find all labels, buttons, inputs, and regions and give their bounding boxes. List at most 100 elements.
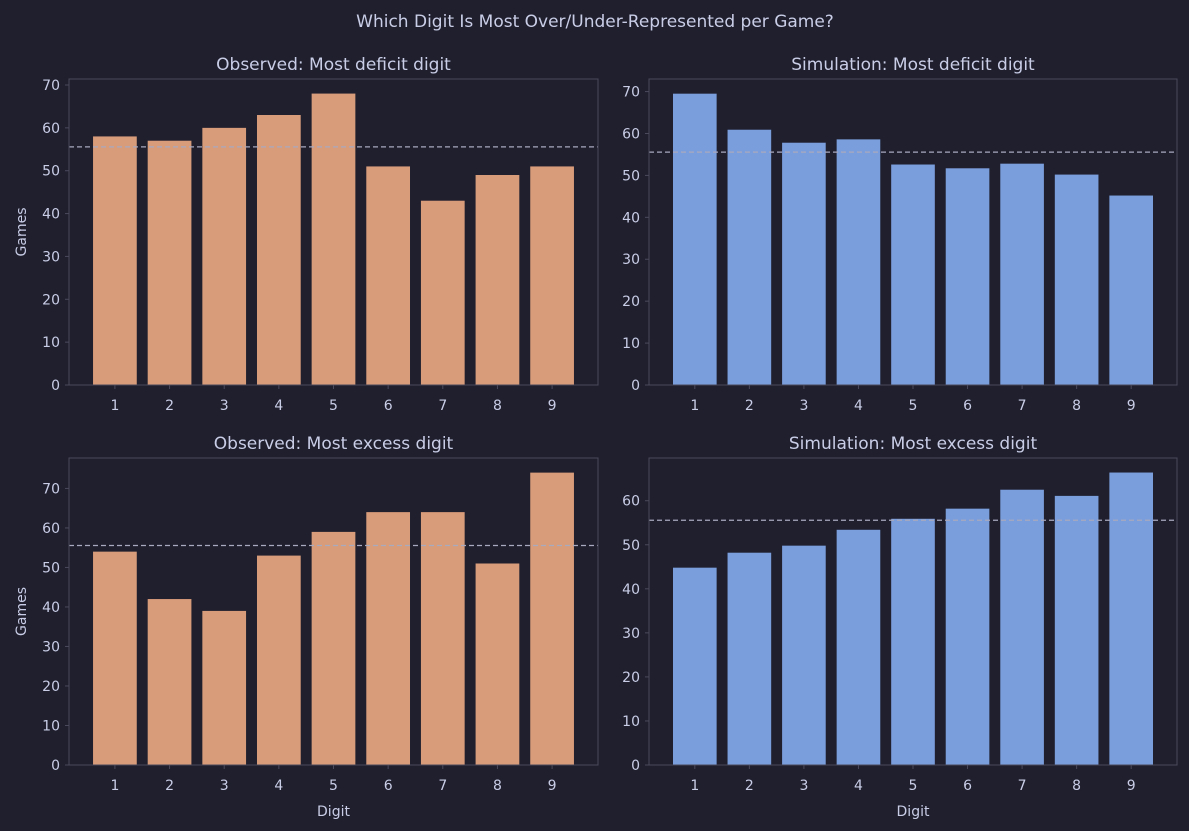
subplot-title: Simulation: Most deficit digit [791, 55, 1035, 75]
subplot-title: Simulation: Most excess digit [789, 434, 1038, 454]
x-tick-label: 8 [493, 778, 502, 794]
axes-frame [68, 457, 599, 766]
y-tick-label: 40 [42, 207, 60, 223]
bar-digit-4 [256, 555, 301, 765]
bar-digit-5 [311, 531, 356, 765]
y-tick-label: 70 [42, 481, 60, 497]
x-tick-label: 4 [274, 398, 283, 414]
bar-digit-9 [530, 166, 574, 385]
y-tick-label: 50 [42, 560, 60, 576]
bar-digit-8 [1054, 174, 1099, 385]
x-tick-label: 1 [690, 778, 699, 794]
x-tick-label: 4 [854, 398, 863, 414]
x-tick-label: 5 [329, 398, 338, 414]
y-tick-label: 70 [42, 78, 60, 94]
bar-digit-6 [366, 166, 411, 385]
x-tick-label: 9 [1127, 398, 1136, 414]
x-tick-label: 2 [745, 778, 754, 794]
bar-digit-2 [727, 552, 772, 765]
y-tick-label: 10 [622, 336, 640, 352]
y-tick-label: 30 [622, 626, 640, 642]
y-tick-label: 0 [631, 758, 640, 774]
x-tick-label: 3 [799, 778, 808, 794]
x-tick-label: 5 [329, 778, 338, 794]
y-tick-label: 40 [42, 600, 60, 616]
bar-digit-6 [945, 508, 990, 765]
bar-digit-7 [420, 512, 465, 765]
y-tick-label: 20 [622, 670, 640, 686]
x-tick-label: 1 [110, 778, 119, 794]
subplot-4: 1 2 3 4 5 6 7 8 9 0 10 20 30 40 50 60 Simulation: Most e… [622, 434, 1178, 820]
x-tick-label: 6 [384, 778, 393, 794]
y-tick-label: 50 [622, 168, 640, 184]
y-tick-label: 60 [622, 494, 640, 510]
y-tick-label: 50 [42, 164, 60, 180]
x-axis-label: Digit [317, 804, 350, 820]
x-tick-label: 8 [1072, 398, 1081, 414]
x-tick-label: 7 [438, 398, 447, 414]
y-tick-label: 10 [622, 714, 640, 730]
subplot-3: 1 2 3 4 5 6 7 8 9 0 10 20 30 40 50 60 70 Observed: Most e… [14, 434, 599, 820]
y-tick-label: 0 [51, 378, 60, 394]
y-tick-label: 20 [622, 294, 640, 310]
y-tick-label: 10 [42, 335, 60, 351]
bar-digit-5 [891, 518, 935, 765]
bar-digit-7 [1000, 489, 1044, 765]
bar-digit-1 [93, 136, 137, 385]
bar-digit-3 [782, 142, 826, 385]
bar-digit-6 [366, 512, 411, 765]
x-tick-label: 2 [745, 398, 754, 414]
bar-digit-1 [673, 567, 717, 765]
x-tick-label: 5 [909, 778, 918, 794]
x-tick-label: 4 [274, 778, 283, 794]
y-tick-label: 10 [42, 718, 60, 734]
bar-digit-8 [1054, 495, 1099, 765]
bar-digit-3 [202, 610, 247, 765]
bar-digit-4 [836, 529, 881, 765]
x-tick-label: 9 [548, 398, 557, 414]
y-tick-label: 0 [631, 378, 640, 394]
subplot-title: Observed: Most deficit digit [216, 55, 451, 75]
y-tick-label: 20 [42, 679, 60, 695]
x-tick-label: 2 [165, 398, 174, 414]
x-tick-label: 6 [384, 398, 393, 414]
y-tick-label: 70 [622, 85, 640, 101]
y-axis-label: Games [14, 208, 30, 257]
subplot-title: Observed: Most excess digit [214, 434, 454, 454]
axes-frame [648, 78, 1178, 386]
x-tick-label: 8 [493, 398, 502, 414]
bar-digit-5 [891, 164, 935, 385]
x-tick-label: 3 [220, 778, 229, 794]
x-tick-label: 2 [165, 778, 174, 794]
bar-digit-2 [147, 599, 192, 765]
bar-digit-8 [475, 563, 520, 765]
x-axis-label: Digit [897, 804, 930, 820]
x-tick-label: 7 [438, 778, 447, 794]
y-tick-label: 30 [622, 252, 640, 268]
bar-digit-6 [945, 168, 990, 385]
x-tick-label: 4 [854, 778, 863, 794]
axes-frame [648, 457, 1178, 766]
x-tick-label: 1 [690, 398, 699, 414]
axes-frame [68, 78, 599, 386]
y-tick-label: 30 [42, 639, 60, 655]
x-tick-label: 7 [1018, 398, 1027, 414]
y-tick-label: 0 [51, 758, 60, 774]
bar-digit-3 [202, 127, 247, 385]
bar-digit-5 [311, 93, 356, 386]
x-tick-label: 3 [220, 398, 229, 414]
bar-digit-1 [673, 93, 717, 385]
y-axis-label: Games [14, 587, 30, 636]
bar-digit-1 [93, 551, 137, 765]
figure-suptitle: Which Digit Is Most Over/Under-Represent… [356, 12, 834, 32]
y-tick-label: 40 [622, 210, 640, 226]
bar-digit-3 [782, 545, 826, 765]
bar-digit-4 [836, 139, 881, 385]
bar-digit-4 [256, 115, 301, 385]
bar-digit-9 [530, 472, 574, 765]
x-tick-label: 3 [799, 398, 808, 414]
y-tick-label: 40 [622, 582, 640, 598]
subplot-1: 1 2 3 4 5 6 7 8 9 0 10 20 30 40 50 60 70 Observed: Most d… [14, 55, 599, 414]
subplot-2: 1 2 3 4 5 6 7 8 9 0 10 20 30 40 50 60 70 Simulation: Most… [622, 55, 1178, 414]
